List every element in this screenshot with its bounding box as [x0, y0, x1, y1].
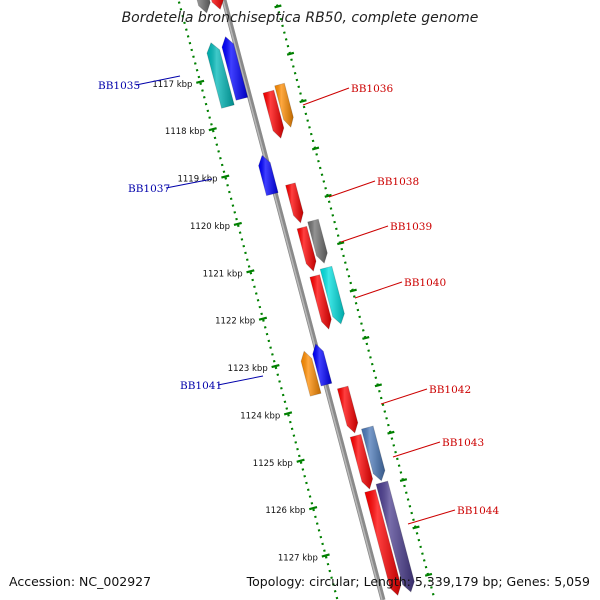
gene-label-bb1043[interactable]: BB1043: [442, 437, 484, 449]
gene-bb1040-cyan-shading: [320, 266, 345, 324]
gene-bb1037-shading: [258, 155, 279, 196]
kbp-tick-label: 1119 kbp: [177, 175, 217, 185]
scale-dash: [374, 383, 383, 388]
dotted-scale-line: [177, 1, 339, 600]
kbp-tick-label: 1125 kbp: [253, 459, 293, 469]
kbp-tick-label: 1121 kbp: [203, 269, 243, 279]
gene-bb1043-red-shading: [350, 434, 373, 489]
kbp-scale: 1117 kbp 1118 kbp 1119 kbp 1120 kbp 1121 kbp…: [152, 79, 330, 564]
gene-bb1039-gray-shading: [307, 219, 328, 264]
gene-label-bb1044[interactable]: BB1044: [457, 505, 499, 517]
gene-label-bb1039[interactable]: BB1039: [390, 221, 432, 233]
gene-leader-line: [165, 178, 213, 189]
kbp-tick-label: 1127 kbp: [278, 554, 318, 564]
gene-bb1042-shading: [337, 386, 358, 433]
gene-label-bb1035[interactable]: BB1035: [98, 80, 140, 92]
kbp-tick-label: 1124 kbp: [240, 411, 280, 421]
gene-label-bb1042[interactable]: BB1042: [429, 384, 471, 396]
scale-dash: [387, 430, 395, 435]
scale-dash: [424, 572, 433, 577]
scale-dots: [177, 0, 435, 600]
kbp-tick: [271, 363, 280, 369]
backbone-highlight: [222, 0, 383, 600]
kbp-tick-label: 1120 kbp: [190, 222, 230, 232]
genome-title: Bordetella bronchiseptica RB50, complete…: [121, 10, 479, 26]
gene-label-bb1038[interactable]: BB1038: [377, 176, 419, 188]
gene-bb1039-red-shading: [297, 226, 316, 272]
scale-dash: [412, 525, 420, 530]
kbp-tick: [283, 411, 293, 416]
gene-leader-line: [135, 75, 181, 86]
kbp-tick: [296, 458, 305, 463]
genome-backbone: [221, 0, 386, 600]
gene-bb1035-blue-shading: [222, 36, 248, 101]
gene-leader-line: [328, 180, 376, 198]
kbp-tick-label: 1118 kbp: [165, 127, 205, 137]
gene-bb1041-blue-shading: [312, 344, 332, 386]
gene-label-bb1037[interactable]: BB1037: [128, 183, 170, 195]
gene-leader-line: [380, 388, 428, 405]
kbp-tick: [208, 127, 217, 132]
kbp-tick-label: 1123 kbp: [228, 364, 268, 374]
kbp-tick: [221, 174, 230, 179]
gene-track: [196, 0, 415, 597]
gene-leader-line: [407, 509, 456, 525]
kbp-tick: [308, 506, 318, 511]
gene-labels: BB1035 BB1036 BB1037 BB1038 BB1039 BB1040 BB10…: [98, 75, 499, 525]
scale-dash: [349, 288, 357, 293]
dotted-scale-line: [274, 0, 435, 598]
gene-bb1041-orange-shading: [301, 351, 321, 397]
kbp-tick-label: 1126 kbp: [265, 506, 305, 516]
backbone-track: [221, 0, 386, 600]
gene-label-bb1040[interactable]: BB1040: [404, 277, 446, 289]
scale-dash: [337, 241, 345, 246]
gene-bb1036-red-shading: [263, 90, 284, 139]
scale-dash: [311, 146, 320, 151]
gene-bb1043-steelblue-shading: [361, 426, 385, 481]
kbp-tick-label: 1122 kbp: [215, 317, 255, 327]
accession-value: NC_002927: [79, 574, 152, 589]
gene-top-gray-shading: [197, 0, 211, 13]
kbp-tick: [321, 553, 330, 558]
accession-label: Accession:: [9, 574, 76, 589]
gene-bb1044-red-shading: [364, 489, 401, 596]
gene-leader-line: [302, 87, 350, 106]
gene-label-bb1041[interactable]: BB1041: [180, 380, 222, 392]
gene-bb1040-red-shading: [309, 274, 332, 330]
gene-top-red-shading: [211, 0, 224, 10]
gene-bb1044-slate-shading: [376, 481, 415, 592]
scale-dash: [362, 335, 370, 340]
gene-label-bb1036[interactable]: BB1036: [351, 83, 393, 95]
scale-dash: [274, 4, 282, 9]
kbp-tick-label: 1117 kbp: [152, 80, 192, 90]
scale-dash: [299, 99, 307, 104]
kbp-tick: [196, 79, 205, 84]
gene-bb1038-shading: [285, 182, 304, 223]
kbp-tick: [233, 221, 242, 227]
gene-leader-line: [217, 375, 264, 386]
gene-bb1035-cyan-shading: [207, 42, 235, 109]
gene-leader-line: [392, 441, 441, 458]
gene-leader-line: [340, 225, 389, 243]
kbp-tick: [246, 269, 255, 274]
scale-dash: [286, 51, 295, 56]
kbp-tick: [258, 316, 268, 321]
gene-leader-line: [354, 281, 403, 299]
gene-bb1036-orange-shading: [274, 83, 294, 128]
accession-text: Accession: NC_002927: [9, 574, 151, 589]
topology-text: Topology: circular; Length: 5,339,179 bp…: [246, 574, 590, 589]
scale-dash: [399, 478, 408, 483]
scale-dash: [324, 193, 332, 198]
